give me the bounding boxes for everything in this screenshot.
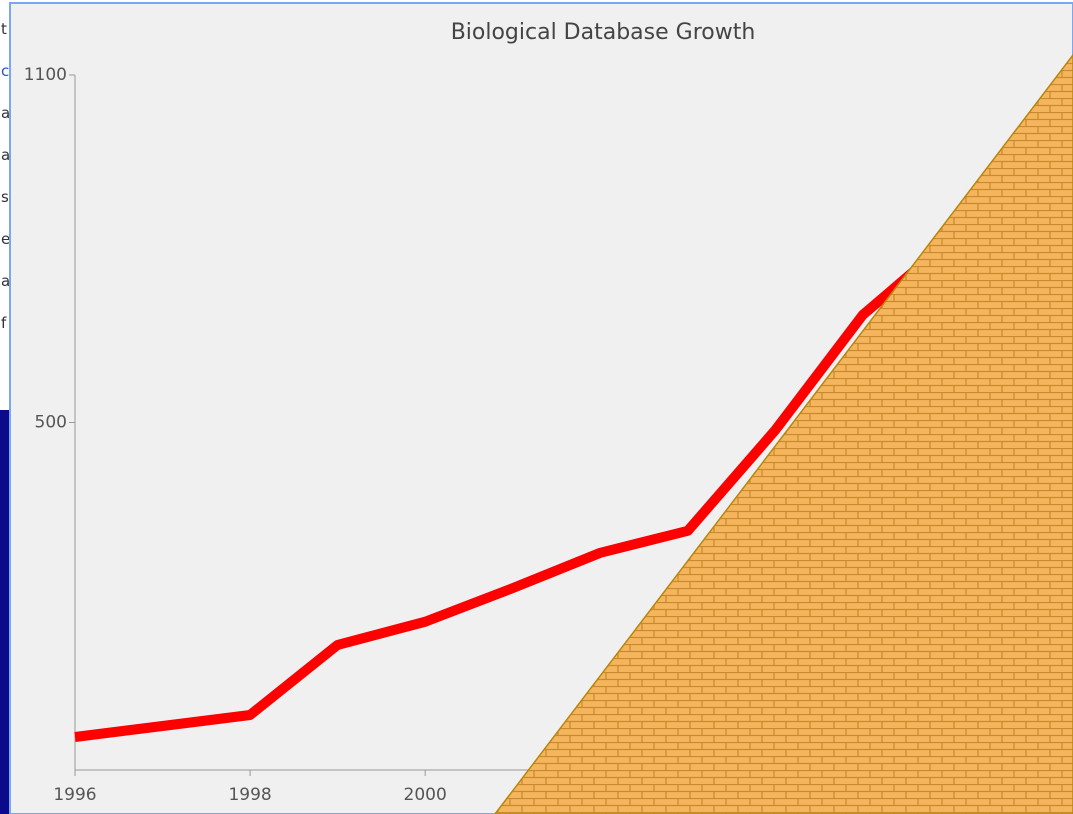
x-tick-label: 2000 bbox=[404, 785, 447, 805]
y-tick-label: 1100 bbox=[24, 65, 67, 85]
x-tick-label: 1998 bbox=[228, 785, 271, 805]
y-tick-label: 500 bbox=[35, 413, 67, 433]
x-tick-label: 1996 bbox=[53, 785, 96, 805]
screen: tcaaseaf Biological Database Growth 5001… bbox=[0, 0, 1073, 814]
chart-window: Biological Database Growth 500 1100 1996 19… bbox=[0, 0, 1073, 814]
chart-title: Biological Database Growth bbox=[451, 20, 756, 45]
page: {"background": {"fragments": ["t", "c", … bbox=[0, 0, 1073, 814]
